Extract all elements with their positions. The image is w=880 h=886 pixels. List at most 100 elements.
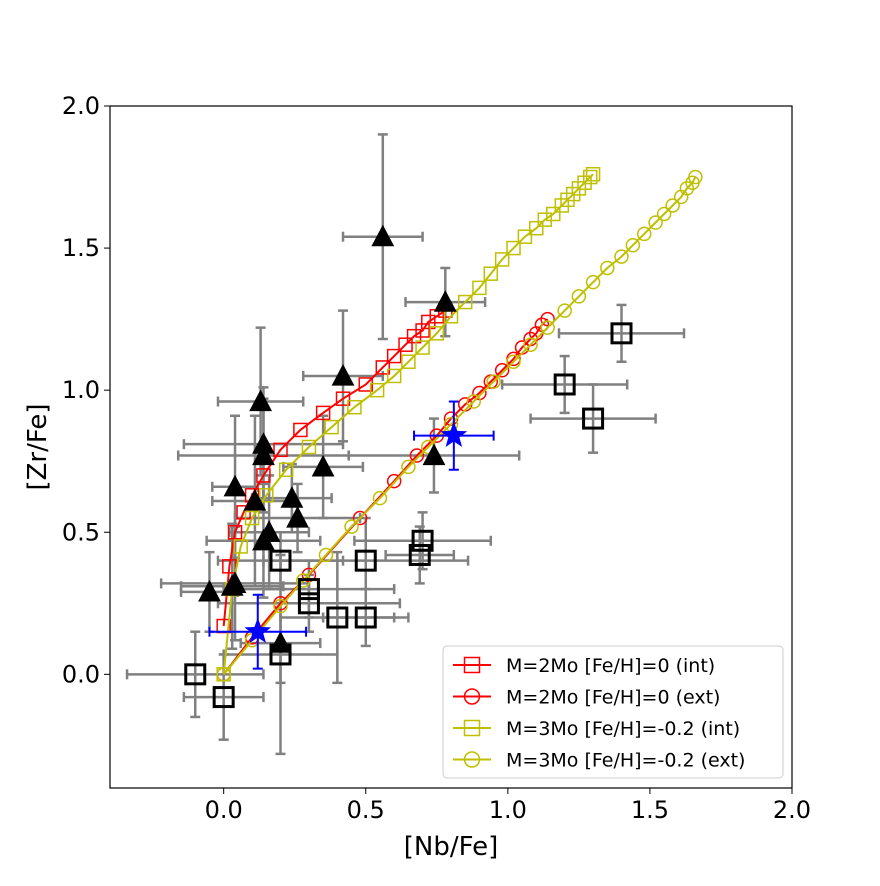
legend-entry: M=2Mo [Fe/H]=0 (int)	[453, 655, 715, 677]
observed-triangle	[243, 489, 267, 511]
series-point	[401, 459, 416, 475]
series-point	[665, 198, 680, 213]
observed-triangle	[223, 474, 247, 497]
x-tick-label: 1.5	[631, 796, 669, 824]
series-point	[483, 266, 499, 281]
series-line	[222, 173, 594, 675]
series-point	[386, 473, 402, 489]
series-point	[369, 382, 385, 398]
series-point	[648, 215, 663, 230]
series-point	[494, 252, 510, 267]
observed-triangle	[249, 389, 272, 412]
series-point	[421, 314, 436, 330]
series-point	[486, 374, 501, 389]
legend-marker	[463, 751, 481, 768]
observed-triangle	[286, 506, 309, 528]
legend-entry: M=3Mo [Fe/H]=-0.2 (int)	[453, 718, 740, 740]
series-point	[540, 311, 555, 327]
series-point	[344, 519, 359, 534]
series-point	[324, 419, 339, 435]
series-point	[571, 181, 587, 196]
observed-square	[269, 549, 292, 572]
observed-triangle	[311, 454, 335, 477]
legend-marker	[463, 688, 481, 705]
plot-frame	[109, 105, 793, 789]
observed-square	[610, 322, 633, 345]
series-line	[222, 309, 446, 627]
x-tick-label: 0.0	[205, 796, 243, 824]
series-point	[216, 667, 231, 682]
x-tick-label: 0.5	[347, 796, 385, 824]
x-tick-label: 1.0	[489, 796, 527, 824]
observed-triangle	[252, 528, 275, 551]
plot-area	[125, 133, 703, 756]
legend-entry: M=2Mo [Fe/H]=0 (ext)	[453, 687, 720, 709]
plot-content	[125, 133, 703, 756]
series-point	[293, 422, 308, 438]
series-point	[301, 567, 317, 583]
series-point	[315, 405, 331, 421]
y-tick-label: 0.0	[62, 660, 100, 688]
axes: 0.0 0.5 1.0 1.5 2.0 0.0 0.5 1.0 1.5 2.0	[62, 92, 811, 824]
observed-triangle	[331, 364, 355, 386]
observed-triangle	[269, 631, 292, 653]
series-point	[506, 354, 521, 369]
series-point	[540, 320, 555, 335]
observed-square	[408, 543, 431, 566]
series-point	[557, 303, 572, 318]
legend-label: M=3Mo [Fe/H]=-0.2 (int)	[506, 718, 740, 740]
series-point	[688, 169, 703, 185]
series-point	[523, 337, 538, 352]
observed-square	[411, 529, 434, 552]
series-point	[273, 598, 288, 614]
series-4	[216, 169, 703, 682]
observed-square	[297, 592, 320, 615]
series-point	[401, 354, 416, 369]
series-point	[529, 220, 544, 236]
series-point	[352, 510, 368, 526]
x-tick-label: 2.0	[773, 796, 811, 824]
series-point	[582, 169, 598, 185]
series-point	[625, 237, 641, 253]
observed-triangle	[371, 224, 395, 247]
legend: M=2Mo [Fe/H]=0 (int) M=2Mo [Fe/H]=0 (ext)…	[442, 645, 784, 779]
y-axis-label: [Zr/Fe]	[23, 403, 53, 490]
series-point	[358, 377, 373, 392]
observed-square	[184, 663, 207, 686]
observed-squares	[184, 322, 633, 709]
series-point	[585, 166, 601, 182]
series-point	[415, 340, 430, 355]
series-point	[457, 294, 473, 310]
series-point	[273, 442, 288, 458]
series-point	[472, 280, 487, 296]
series-point	[585, 274, 601, 290]
observed-square	[326, 606, 349, 629]
series-point	[537, 212, 553, 227]
series-point	[236, 505, 251, 520]
series-point	[614, 249, 629, 264]
series-point	[318, 547, 334, 563]
y-tick-label: 1.5	[62, 234, 100, 262]
series-point	[571, 289, 587, 304]
observed-triangle	[198, 579, 221, 602]
series-point	[577, 175, 592, 190]
series-point	[656, 206, 672, 222]
observed-star	[244, 617, 272, 643]
series-point	[560, 192, 575, 208]
series-point	[546, 206, 561, 222]
series-point	[398, 337, 413, 352]
observed-square	[582, 407, 605, 430]
observed-triangles	[198, 224, 457, 653]
legend-box	[442, 645, 784, 779]
series-point	[347, 399, 362, 415]
series-point	[506, 240, 521, 256]
legend-label: M=3Mo [Fe/H]=-0.2 (ext)	[506, 750, 745, 772]
series-point	[466, 394, 481, 409]
series-point	[565, 186, 581, 202]
series-line	[222, 176, 697, 675]
observed-triangle	[220, 574, 244, 596]
series-point	[335, 391, 351, 406]
y-tick-label: 1.0	[62, 376, 100, 404]
series-point	[256, 468, 271, 483]
